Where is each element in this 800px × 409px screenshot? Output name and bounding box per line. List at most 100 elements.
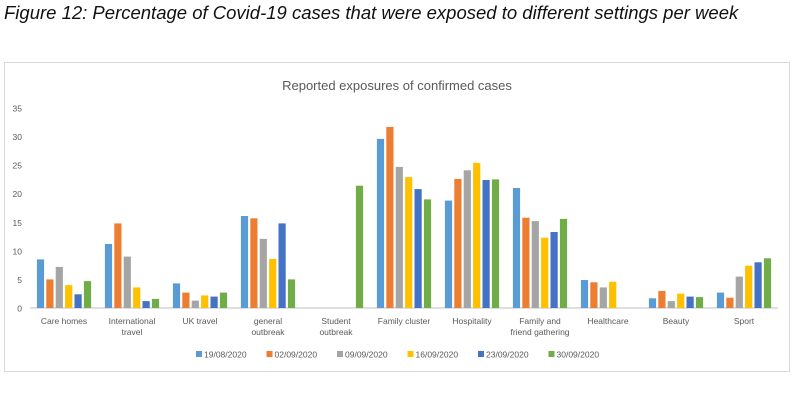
legend-swatch (548, 351, 555, 357)
bar (726, 297, 734, 308)
bar (65, 285, 73, 308)
y-tick-label: 25 (13, 161, 23, 171)
bar (648, 298, 657, 308)
x-tick-label: friend gathering (510, 327, 569, 337)
bar (250, 218, 258, 308)
legend-label: 19/08/2020 (204, 350, 247, 360)
legend-label: 16/09/2020 (416, 350, 459, 360)
bar (599, 287, 607, 308)
bar (463, 170, 471, 308)
bar (151, 298, 160, 308)
bar (491, 179, 500, 308)
y-tick-label: 35 (13, 104, 23, 114)
bar (278, 223, 286, 308)
x-tick-label: Care homes (41, 316, 87, 326)
y-tick-label: 30 (13, 132, 23, 142)
bar (559, 218, 568, 308)
bar (36, 259, 45, 308)
bar (74, 294, 82, 308)
y-tick-label: 10 (13, 246, 23, 256)
legend-swatch (196, 351, 202, 357)
bar (482, 180, 490, 308)
x-tick-label: Beauty (663, 316, 690, 326)
bar (763, 258, 772, 308)
bar (658, 290, 666, 308)
bar (473, 162, 481, 308)
bar (695, 297, 704, 308)
x-tick-label: general (254, 316, 282, 326)
bar (114, 223, 122, 308)
bar (386, 126, 394, 309)
x-tick-label: Family and (519, 316, 561, 326)
bar (210, 296, 218, 308)
bar (550, 232, 558, 308)
legend-label: 02/09/2020 (275, 350, 318, 360)
x-tick-label: outbreak (251, 327, 285, 337)
bar (123, 256, 131, 308)
x-tick-label: Family cluster (378, 316, 431, 326)
legend-label: 23/09/2020 (486, 350, 529, 360)
bar (423, 199, 432, 308)
bar (104, 244, 113, 308)
chart-title: Reported exposures of confirmed cases (282, 78, 512, 93)
bar (522, 217, 530, 308)
bar (686, 296, 694, 308)
bar (395, 166, 403, 308)
bar (287, 279, 296, 308)
legend-label: 30/09/2020 (557, 350, 600, 360)
bar (609, 281, 617, 308)
bar (376, 138, 385, 308)
bar (531, 221, 539, 308)
legend-swatch (407, 351, 414, 357)
bar (444, 200, 453, 308)
bar (219, 292, 228, 308)
bar (355, 185, 364, 308)
bar (269, 258, 277, 308)
legend-label: 09/09/2020 (345, 350, 388, 360)
y-tick-label: 0 (17, 304, 22, 314)
bar (182, 292, 190, 308)
y-tick-label: 20 (13, 189, 23, 199)
bar (405, 177, 413, 308)
y-axis: 0 5 10 15 20 25 30 35 (13, 104, 23, 314)
bar (512, 188, 521, 308)
x-tick-label: International (109, 316, 156, 326)
x-tick-label: outbreak (319, 327, 353, 337)
bar (580, 280, 589, 308)
bar (735, 276, 743, 308)
bar (677, 293, 685, 308)
bar (55, 266, 63, 308)
bar (454, 178, 462, 308)
x-tick-label: travel (122, 327, 143, 337)
y-tick-label: 15 (13, 218, 23, 228)
x-tick-label: Healthcare (587, 316, 628, 326)
x-tick-label: Hospitality (452, 316, 492, 326)
legend-swatch (478, 351, 484, 357)
legend: 19/08/2020 02/09/2020 09/09/2020 16/09/2020… (196, 350, 599, 360)
bar (201, 295, 209, 308)
bar (667, 301, 675, 308)
bars (36, 126, 772, 309)
bar (191, 300, 199, 308)
bar (745, 265, 753, 308)
bar (240, 216, 249, 308)
x-tick-label: UK travel (183, 316, 218, 326)
bar (83, 281, 92, 308)
bar (716, 292, 725, 308)
legend-swatch (337, 351, 343, 357)
bar (142, 301, 150, 308)
x-tick-label: Student (321, 316, 351, 326)
bar (541, 237, 549, 308)
bar (172, 283, 181, 308)
bar (133, 287, 141, 308)
y-tick-label: 5 (17, 275, 22, 285)
bar (414, 189, 422, 308)
figure-caption: Figure 12: Percentage of Covid-19 cases … (4, 2, 739, 23)
legend-swatch (266, 351, 273, 357)
bar (259, 238, 267, 308)
bar (754, 262, 762, 308)
x-tick-label: Sport (734, 316, 755, 326)
bar (590, 282, 598, 308)
